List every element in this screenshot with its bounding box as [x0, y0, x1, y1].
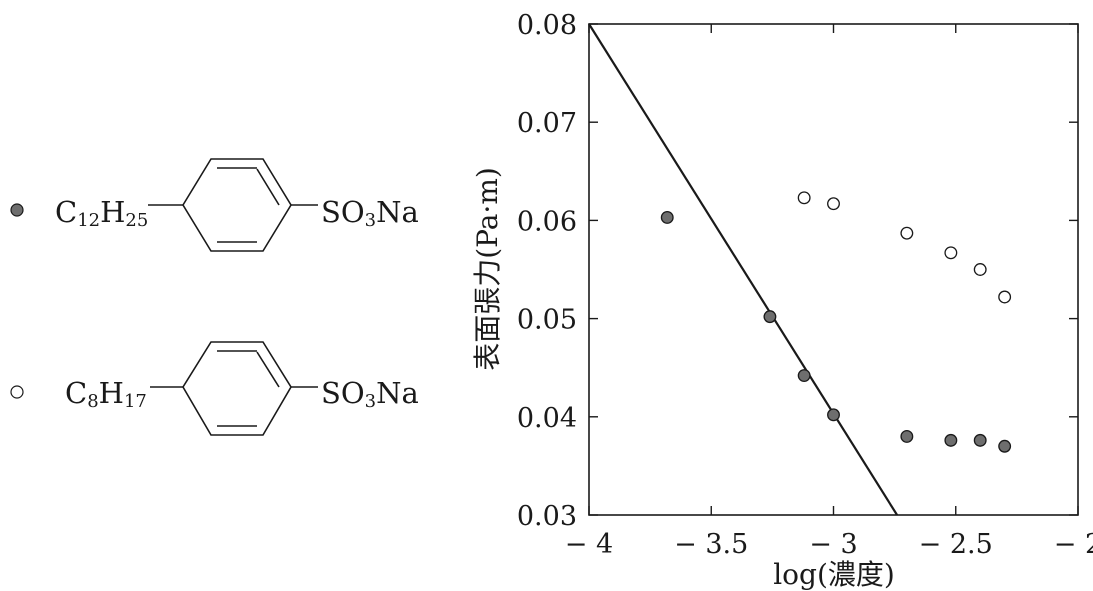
data-point-filled [973, 433, 987, 447]
alkyl-chain-label: C8H17 [65, 376, 147, 412]
data-point-filled [944, 433, 958, 447]
sulfonate-group-label: SO3Na [321, 376, 419, 412]
data-point-open [998, 290, 1012, 304]
y-axis-label: 表面張力(Pa·m) [471, 167, 504, 371]
data-point-open [944, 246, 958, 260]
x-tick-label: − 3 [809, 529, 857, 560]
x-tick-label: − 3.5 [674, 529, 748, 560]
legend-entry-c12: C12H25 SO3Na [10, 158, 419, 252]
data-point-filled [660, 211, 674, 224]
fit-line-layer [588, 23, 899, 516]
y-tick-label: 0.04 [517, 403, 577, 434]
x-tick-label: − 2.5 [919, 529, 993, 560]
y-tick-label: 0.06 [517, 206, 577, 237]
data-point-filled [797, 369, 811, 383]
data-point-filled [998, 439, 1012, 453]
fit-line [588, 23, 899, 516]
legend-entry-c8: C8H17 SO3Na [10, 341, 419, 436]
data-points [660, 191, 1012, 453]
data-point-open [973, 263, 987, 276]
x-axis: − 4 − 3.5 − 3 − 2.5 − 2 [565, 24, 1093, 560]
data-point-open [827, 197, 840, 211]
benzene-ring-icon [182, 341, 292, 436]
legend-marker-open [10, 385, 24, 399]
data-point-open [900, 226, 914, 240]
sulfonate-group-label: SO3Na [321, 195, 419, 231]
y-tick-label: 0.03 [517, 501, 577, 532]
y-tick-label: 0.07 [517, 108, 577, 139]
data-point-filled [827, 408, 840, 422]
chart: − 4 − 3.5 − 3 − 2.5 − 2 0.03 0.04 0.05 0.06 0.07… [471, 10, 1093, 591]
x-axis-label: log(濃度) [773, 558, 895, 591]
data-point-filled [763, 310, 777, 324]
y-axis: 0.03 0.04 0.05 0.06 0.07 0.08 [517, 10, 1078, 532]
benzene-ring-icon [182, 158, 292, 252]
y-tick-label: 0.08 [517, 10, 577, 41]
alkyl-chain-label: C12H25 [55, 195, 148, 231]
x-tick-label: − 4 [565, 529, 613, 560]
legend: C12H25 SO3Na C8H17 [10, 158, 419, 436]
legend-marker-filled [10, 203, 24, 217]
y-tick-label: 0.05 [517, 305, 577, 336]
data-point-open [797, 191, 811, 205]
x-tick-label: − 2 [1054, 529, 1093, 560]
data-point-filled [900, 429, 914, 443]
